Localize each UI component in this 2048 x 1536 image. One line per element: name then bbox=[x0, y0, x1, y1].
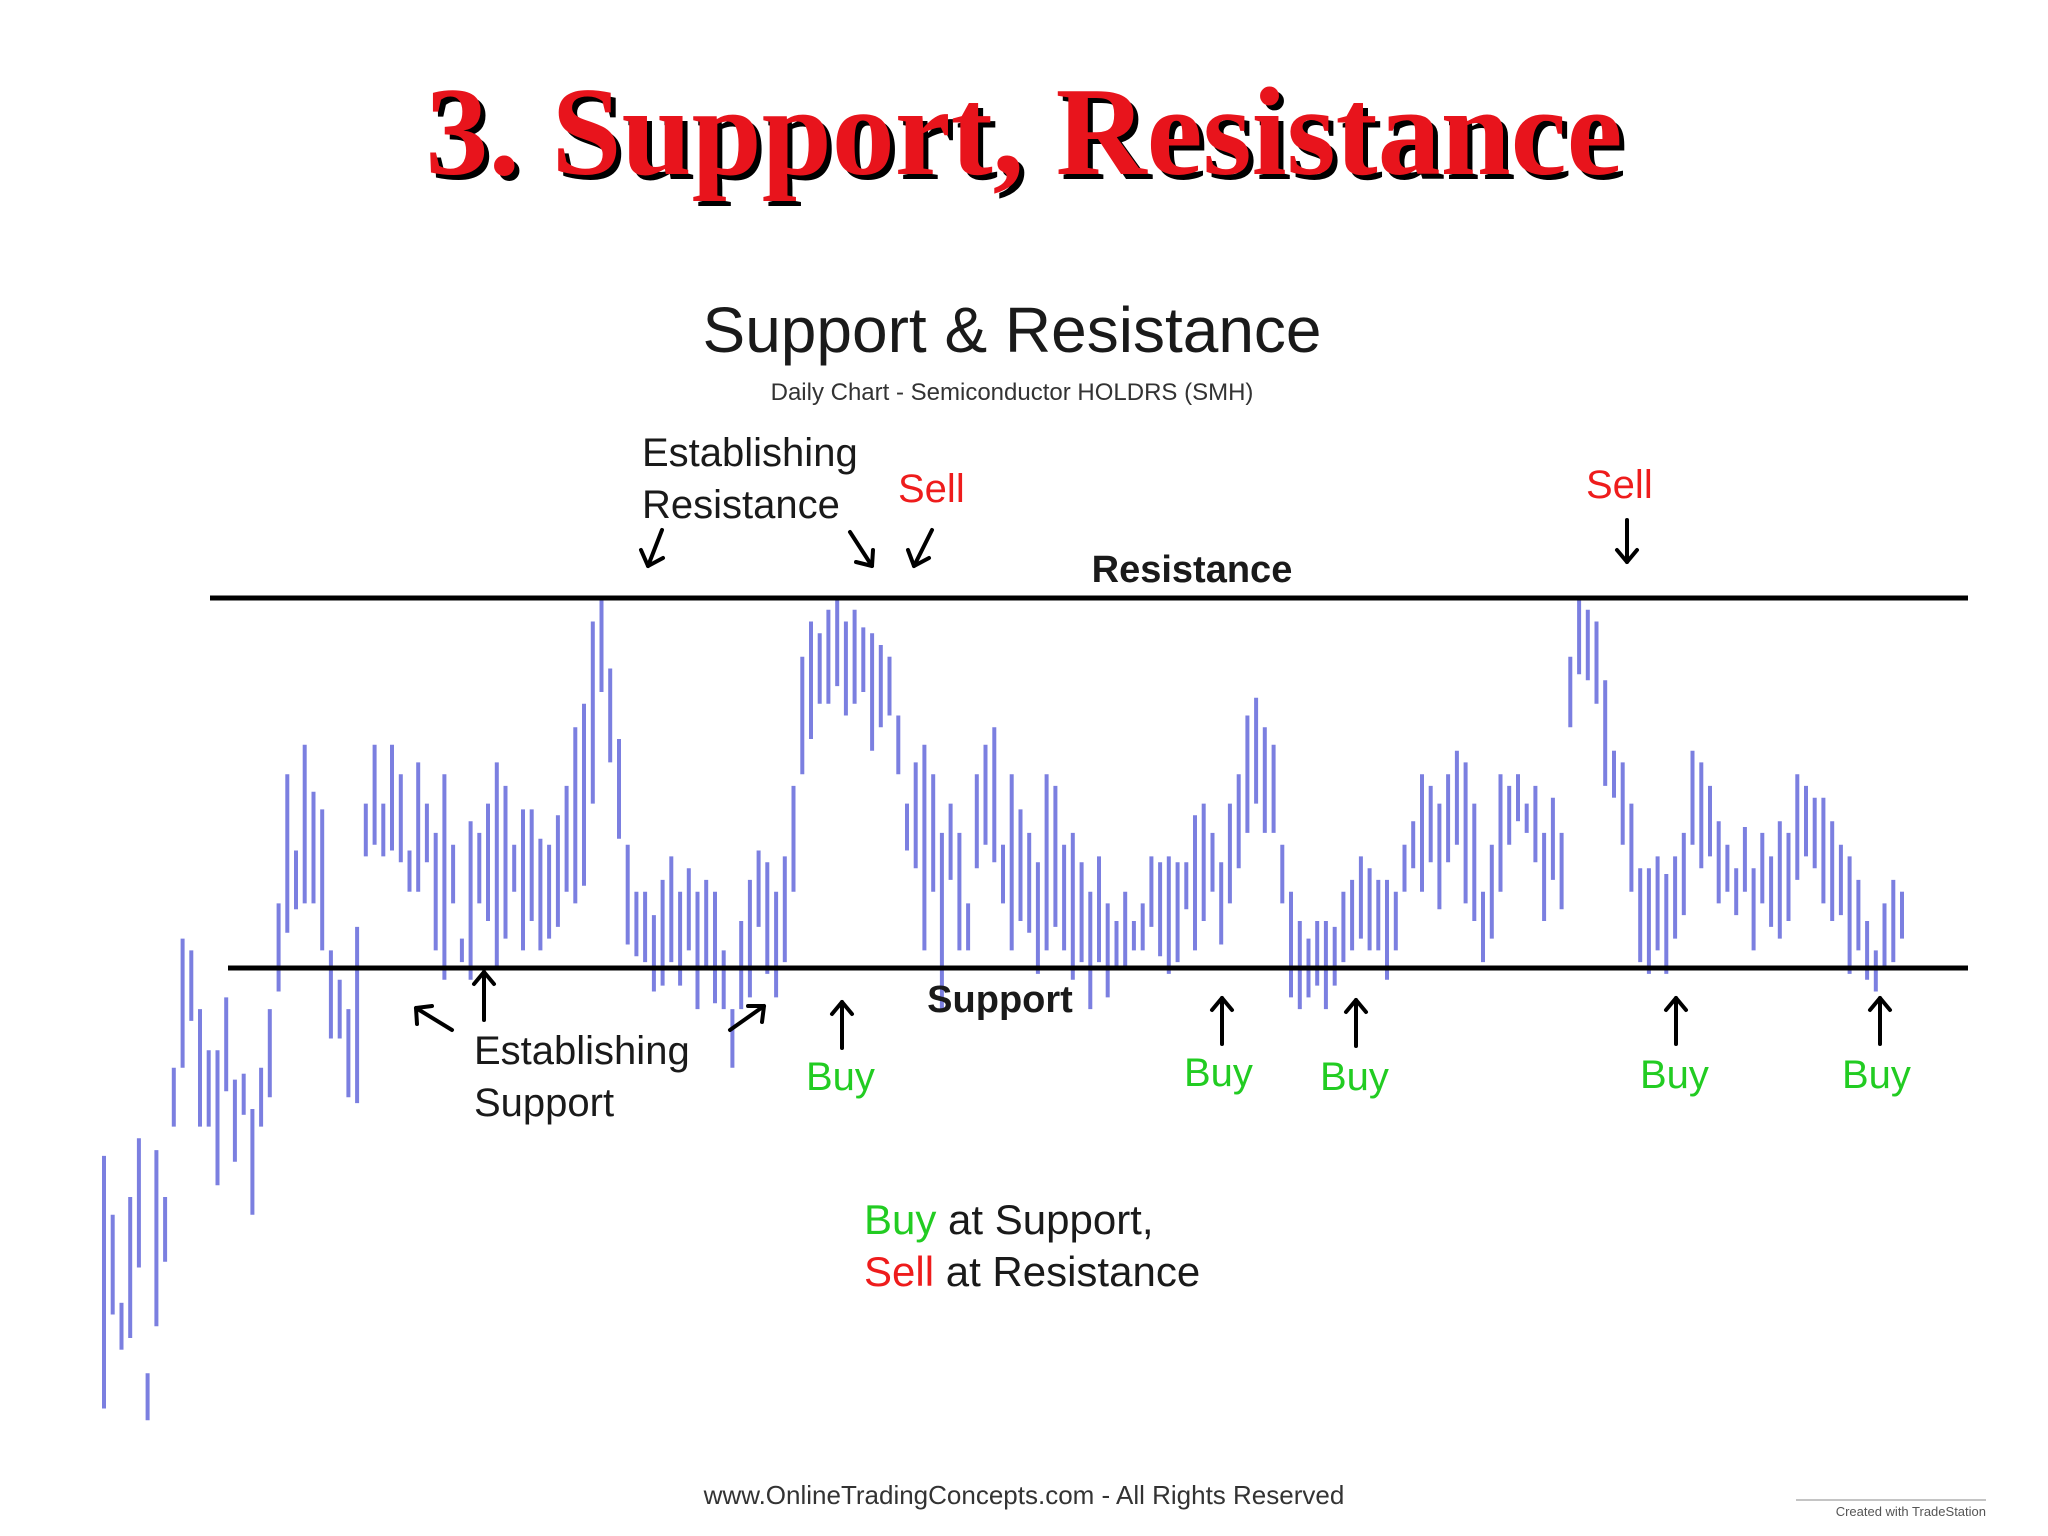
annotation-sell-1: Sell bbox=[898, 467, 965, 511]
chart-subtitle: Daily Chart - Semiconductor HOLDRS (SMH) bbox=[771, 379, 1254, 406]
price-bars bbox=[102, 598, 1904, 1421]
arrow-support-up-1 bbox=[472, 970, 496, 1022]
annotation-establishing-resistance-line-1: Establishing bbox=[642, 431, 858, 475]
annotation-establishing-support-line-1: Establishing bbox=[474, 1029, 690, 1073]
caption-sell-rest: at Resistance bbox=[934, 1248, 1200, 1295]
slide-title: 3. Support, Resistance bbox=[425, 63, 1623, 202]
chart-title: Support & Resistance bbox=[703, 294, 1322, 366]
annotation-establishing-resistance-line-2: Resistance bbox=[642, 483, 840, 527]
arrow-establishing-support-right bbox=[728, 1004, 766, 1032]
resistance-label: Resistance bbox=[1092, 549, 1293, 591]
annotation-sell-2: Sell bbox=[1586, 463, 1653, 507]
caption-buy-word: Buy bbox=[864, 1196, 936, 1243]
caption-line-2: Sell at Resistance bbox=[864, 1248, 1200, 1295]
arrow-buy-2 bbox=[1210, 996, 1234, 1046]
annotation-establishing-support-line-2: Support bbox=[474, 1081, 614, 1125]
annotation-buy-3: Buy bbox=[1320, 1055, 1389, 1099]
caption-sell-word: Sell bbox=[864, 1248, 934, 1295]
arrow-establishing-support-left bbox=[414, 1004, 454, 1032]
arrow-buy-3 bbox=[1344, 998, 1368, 1048]
arrow-buy-1 bbox=[830, 1000, 854, 1050]
annotation-buy-1: Buy bbox=[806, 1055, 875, 1099]
arrow-buy-5 bbox=[1868, 996, 1892, 1046]
arrow-sell-2 bbox=[1615, 518, 1639, 564]
annotation-buy-5: Buy bbox=[1842, 1053, 1911, 1097]
annotation-buy-4: Buy bbox=[1640, 1053, 1709, 1097]
arrow-buy-4 bbox=[1664, 996, 1688, 1046]
footer-credit: www.OnlineTradingConcepts.com - All Righ… bbox=[703, 1480, 1345, 1510]
arrow-establishing-resistance-left bbox=[639, 528, 665, 568]
support-label: Support bbox=[927, 979, 1073, 1021]
caption-line-1: Buy at Support, bbox=[864, 1196, 1154, 1243]
arrow-establishing-resistance-right bbox=[848, 530, 875, 568]
annotation-buy-2: Buy bbox=[1184, 1051, 1253, 1095]
caption-buy-rest: at Support, bbox=[936, 1196, 1153, 1243]
tradestation-credit: Created with TradeStation bbox=[1836, 1504, 1986, 1519]
arrow-sell-1 bbox=[906, 528, 934, 568]
